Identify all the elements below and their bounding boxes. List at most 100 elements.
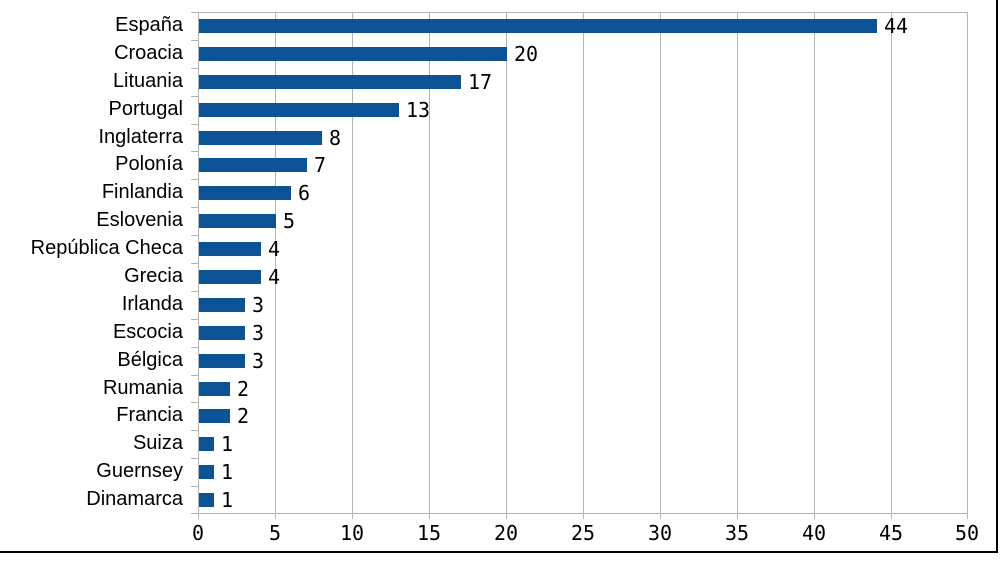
y-axis-tick (191, 291, 198, 292)
bar-value-label: 2 (237, 404, 250, 428)
bar-value-label: 1 (221, 488, 234, 512)
bar (199, 354, 245, 368)
gridline (506, 12, 507, 514)
bar-value-label: 6 (298, 181, 311, 205)
bar (199, 75, 461, 89)
category-label: Finlandia (101, 181, 183, 204)
x-axis-tick (737, 514, 738, 519)
y-axis-tick (191, 179, 198, 180)
category-label: Dinamarca (86, 488, 183, 511)
gridline (891, 12, 892, 514)
bar (199, 270, 261, 284)
x-axis-tick (429, 514, 430, 519)
gridline (429, 12, 430, 514)
category-label: Bélgica (117, 349, 183, 372)
bar (199, 465, 214, 479)
gridline (967, 12, 968, 514)
x-axis-tick (506, 514, 507, 519)
y-axis-line (198, 12, 199, 514)
bar (199, 437, 214, 451)
y-axis-tick (191, 68, 198, 69)
y-axis-ticks (191, 12, 198, 515)
bar-value-label: 7 (314, 153, 327, 177)
gridline (275, 12, 276, 514)
x-tick-label: 50 (954, 521, 980, 545)
x-axis-tick (275, 514, 276, 519)
category-label: Inglaterra (98, 126, 184, 149)
y-axis-tick (191, 430, 198, 431)
bar-value-label: 4 (268, 265, 281, 289)
x-tick-label: 20 (493, 521, 519, 545)
bar (199, 47, 507, 61)
bar-value-label: 3 (252, 293, 265, 317)
category-label: España (115, 14, 183, 37)
bar-value-label: 17 (468, 70, 493, 94)
screen-edge-right (996, 0, 998, 553)
x-axis: 0 5 10 15 20 25 30 35 40 45 50 (192, 514, 979, 556)
bar (199, 242, 261, 256)
bar (199, 409, 230, 423)
bar-value-label: 3 (252, 321, 265, 345)
bar-value-label: 1 (221, 432, 234, 456)
y-axis-tick (191, 96, 198, 97)
bar (199, 131, 322, 145)
bar-value-label: 20 (514, 42, 539, 66)
category-label: Irlanda (121, 293, 183, 316)
gridline (737, 12, 738, 514)
x-axis-tick (660, 514, 661, 519)
bar-value-label: 4 (268, 237, 281, 261)
y-axis-tick (191, 12, 198, 13)
plot-area: 44 20 17 13 8 7 6 5 4 4 3 3 3 2 2 1 1 1 (198, 12, 968, 514)
y-axis-tick (191, 458, 198, 459)
bar (199, 103, 399, 117)
y-axis-tick (191, 124, 198, 125)
bar (199, 326, 245, 340)
y-axis-tick (191, 151, 198, 152)
bar (199, 158, 307, 172)
x-axis-tick (198, 514, 199, 519)
category-label: Escocia (112, 321, 183, 344)
gridline (583, 12, 584, 514)
y-axis-tick (191, 402, 198, 403)
category-label: Guernsey (96, 460, 183, 483)
bar-value-label: 44 (884, 14, 909, 38)
bar (199, 493, 214, 507)
bar-value-label: 2 (237, 377, 250, 401)
y-axis-tick (191, 263, 198, 264)
category-label: Rumania (102, 377, 183, 400)
y-axis-tick (191, 207, 198, 208)
bar (199, 214, 276, 228)
bar-value-label: 1 (221, 460, 234, 484)
bar-value-label: 5 (283, 209, 296, 233)
y-axis-tick (191, 513, 198, 514)
category-label: Grecia (124, 265, 183, 288)
x-tick-label: 5 (268, 521, 282, 545)
bar-value-label: 8 (329, 126, 342, 150)
bar (199, 19, 877, 33)
category-label: Suiza (132, 432, 183, 455)
category-axis-labels: España Croacia Lituania Portugal Inglaterra P… (0, 12, 190, 514)
gridline (352, 12, 353, 514)
x-axis-tick (583, 514, 584, 519)
y-axis-tick (191, 319, 198, 320)
y-axis-tick (191, 486, 198, 487)
category-label: Croacia (114, 42, 183, 65)
x-axis-tick (891, 514, 892, 519)
bar (199, 298, 245, 312)
bar (199, 186, 291, 200)
x-tick-label: 40 (801, 521, 827, 545)
x-tick-label: 45 (878, 521, 904, 545)
x-tick-label: 35 (724, 521, 750, 545)
bar-value-label: 13 (406, 98, 431, 122)
gridline (814, 12, 815, 514)
bar (199, 382, 230, 396)
x-tick-label: 15 (416, 521, 442, 545)
x-axis-tick (967, 514, 968, 519)
category-label: Francia (116, 404, 183, 427)
y-axis-tick (191, 375, 198, 376)
x-tick-label: 30 (647, 521, 673, 545)
x-axis-tick (352, 514, 353, 519)
x-axis-tick (814, 514, 815, 519)
category-label: Lituania (112, 70, 183, 93)
